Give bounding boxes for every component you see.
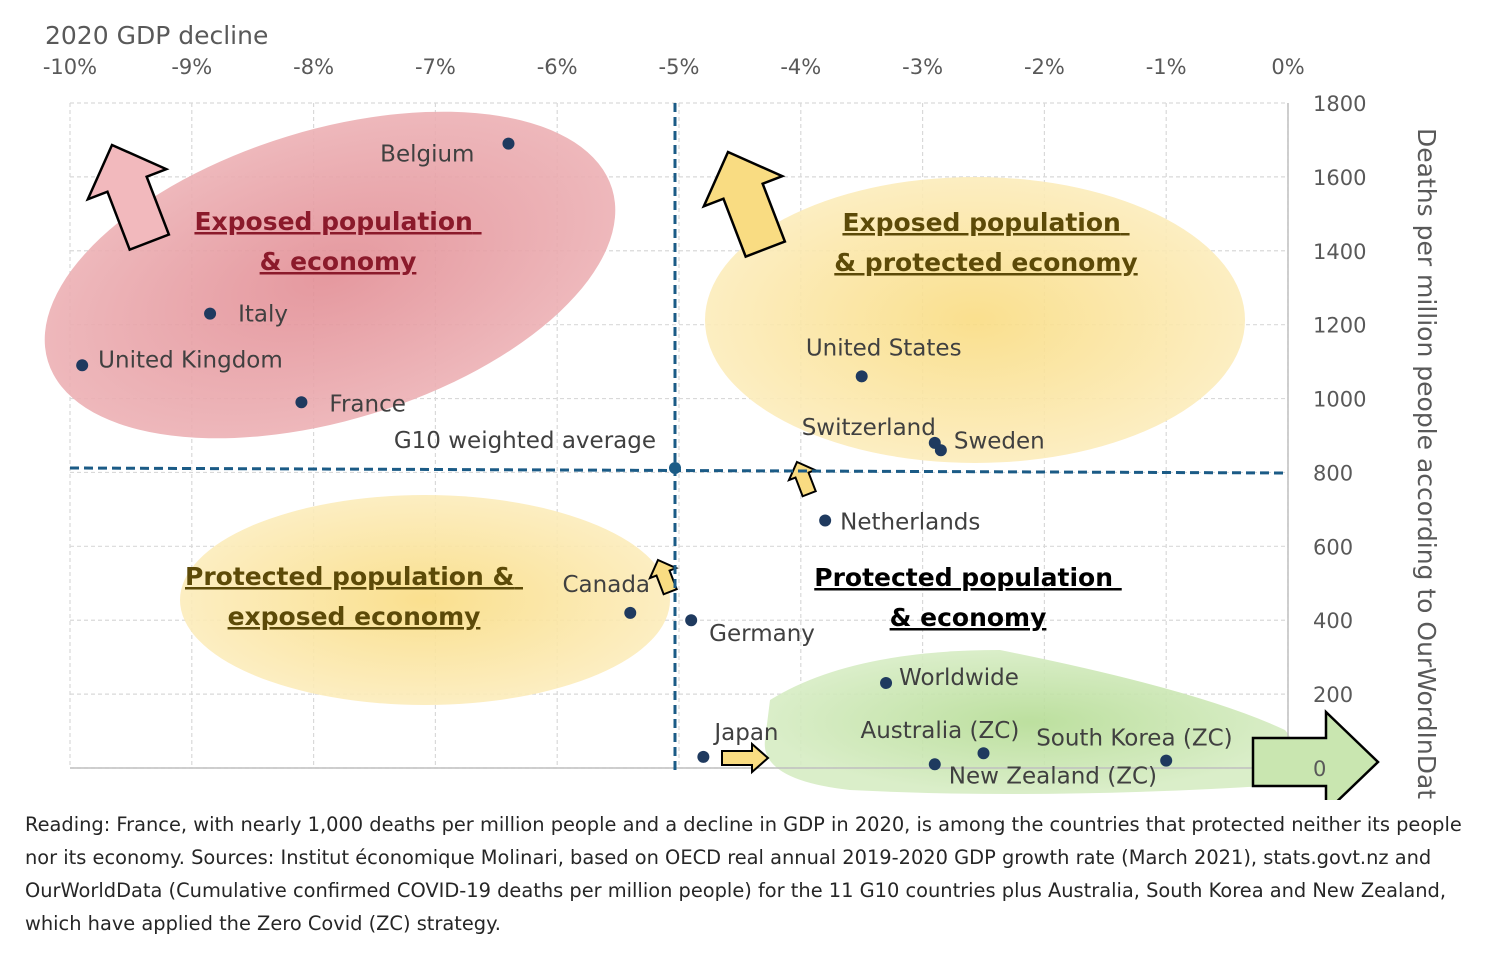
quadrant-label-2-line1: Exposed population: [842, 208, 1120, 237]
small-arrow-right-icon: [721, 741, 770, 775]
point-label-worldwide: Worldwide: [899, 665, 1019, 691]
y-tick-label: 1000: [1313, 388, 1366, 412]
point-japan: [697, 750, 710, 763]
small-arrow-up-icon: [787, 460, 818, 498]
point-canada: [624, 606, 637, 619]
point-south-korea-zc: [1160, 754, 1173, 767]
x-tick-label: -4%: [780, 55, 821, 79]
point-label-switzerland: Switzerland: [802, 415, 936, 441]
x-tick-label: -5%: [659, 55, 700, 79]
x-tick-label: -8%: [293, 55, 334, 79]
quadrant-label-exposed-line2: & economy: [260, 247, 417, 276]
point-germany: [685, 614, 698, 627]
exposed-economy-protected-zone-ellipse: [705, 177, 1245, 463]
point-label-japan: Japan: [712, 720, 778, 746]
point-label-sweden: Sweden: [954, 428, 1045, 454]
point-label-new-zealand-zc: New Zealand (ZC): [949, 763, 1157, 789]
x-tick-label: -6%: [537, 55, 578, 79]
arrow-up-left-yellow-icon: [701, 150, 787, 259]
point-worldwide: [880, 677, 893, 690]
y-tick-label: 800: [1313, 461, 1353, 485]
x-tick-labels: -10% -9% -8% -7% -6% -5% -4% -3% -2% -1% 0%: [43, 55, 1305, 79]
quadrant-label-exposed-line1: Exposed population: [194, 207, 472, 236]
x-tick-label: -2%: [1024, 55, 1065, 79]
point-new-zealand-zc: [928, 758, 941, 771]
y-tick-labels: 0 200 400 600 800 1000 1200 1400 1600 1800: [1313, 92, 1366, 781]
g10-average-label: G10 weighted average: [394, 428, 656, 454]
quadrant-label-2-line2: & protected economy: [834, 248, 1137, 277]
y-tick-label: 1400: [1313, 240, 1366, 264]
point-label-netherlands: Netherlands: [840, 509, 980, 535]
quadrant-label-4-line1: Protected population: [814, 563, 1113, 592]
x-tick-label: 0%: [1271, 55, 1304, 79]
point-france: [295, 396, 308, 409]
point-label-germany: Germany: [709, 621, 815, 647]
chart-title: 2020 GDP decline: [45, 21, 268, 50]
point-sweden: [934, 444, 947, 457]
x-tick-label: -3%: [902, 55, 943, 79]
quadrant-label-4-line2: & economy: [890, 603, 1047, 632]
point-label-france: France: [329, 391, 405, 417]
reading-caption: Reading: France, with nearly 1,000 death…: [25, 813, 1462, 935]
x-tick-label: -10%: [43, 55, 97, 79]
point-united-states: [855, 370, 868, 383]
y-tick-label: 200: [1313, 683, 1353, 707]
scatter-chart: G10 weighted average -10% -9% -8% -7% -6% -5%…: [43, 21, 1441, 800]
y-axis-label: Deaths per million people according to O…: [1412, 128, 1441, 800]
arrow-up-left-icon: [85, 143, 171, 252]
g10-average-point: [669, 462, 681, 474]
point-label-united-kingdom: United Kingdom: [98, 347, 283, 373]
quadrant-label-3-line1: Protected population &: [185, 562, 514, 591]
point-label-italy: Italy: [238, 302, 288, 328]
point-label-south-korea-zc: South Korea (ZC): [1036, 726, 1232, 752]
y-tick-label: 1800: [1313, 92, 1366, 116]
arrow-right-icon: [1251, 709, 1380, 800]
exposed-zone-ellipse: [44, 111, 616, 439]
quadrant-label-protected-exposed-economy: Protected population & exposed economy: [185, 562, 523, 631]
point-australia-zc: [977, 747, 990, 760]
x-tick-label: -7%: [415, 55, 456, 79]
protected-population-zone-ellipse: [180, 495, 670, 705]
point-italy: [204, 307, 217, 320]
point-united-kingdom: [76, 359, 89, 372]
y-tick-label: 1600: [1313, 166, 1366, 190]
point-netherlands: [819, 514, 832, 527]
y-tick-label: 0: [1313, 757, 1326, 781]
point-label-canada: Canada: [563, 572, 651, 598]
quadrant-label-exposed-protected-economy: Exposed population & protected economy: [834, 208, 1137, 277]
point-label-united-states: United States: [806, 335, 962, 361]
x-tick-label: -1%: [1146, 55, 1187, 79]
x-tick-label: -9%: [171, 55, 212, 79]
quadrant-label-protected: Protected population & economy: [814, 563, 1121, 632]
y-tick-label: 1200: [1313, 314, 1366, 338]
y-tick-label: 600: [1313, 535, 1353, 559]
point-label-belgium: Belgium: [380, 142, 474, 168]
quadrant-label-exposed: Exposed population & economy: [194, 207, 481, 276]
quadrant-label-3-line2: exposed economy: [228, 602, 481, 631]
data-points: Belgium Italy United Kingdom France United S…: [76, 137, 1233, 789]
point-label-australia-zc: Australia (ZC): [861, 718, 1020, 744]
y-tick-label: 400: [1313, 609, 1353, 633]
point-belgium: [502, 137, 515, 150]
